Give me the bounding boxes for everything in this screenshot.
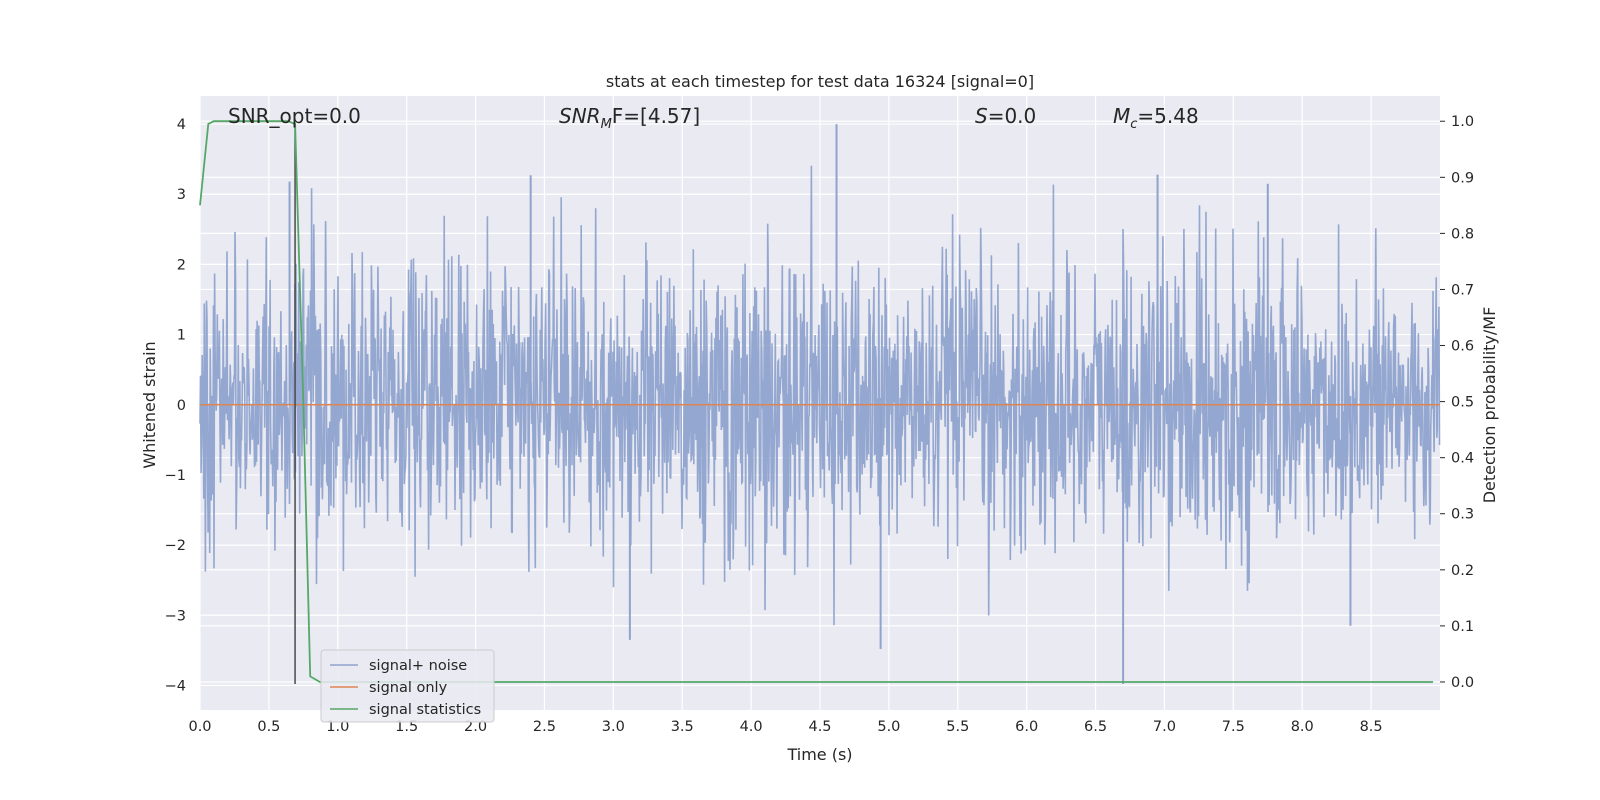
- mc-rest: =5.48: [1137, 104, 1198, 128]
- series-signal-statistics: [199, 120, 1434, 683]
- x-tick-label: 3.5: [671, 719, 694, 735]
- y-right-tick-label: 0.2: [1451, 563, 1474, 579]
- mc-base: M: [1113, 104, 1130, 128]
- y-tick-label: 0: [177, 398, 186, 414]
- x-tick-label: 1.0: [326, 719, 349, 735]
- legend-label-signal-statistics: signal statistics: [369, 702, 481, 718]
- y-right-tick-label: 0.5: [1451, 395, 1474, 411]
- x-tick-label: 8.0: [1291, 719, 1314, 735]
- series-signal-noise: [199, 165, 1441, 626]
- chart-title: stats at each timestep for test data 163…: [606, 72, 1034, 91]
- y-right-tick-label: 0.9: [1451, 170, 1474, 186]
- x-tick-label: 5.5: [946, 719, 969, 735]
- y-tick-label: −3: [165, 608, 186, 624]
- legend-label-signal-only: signal only: [369, 680, 448, 696]
- x-tick-label: 3.0: [602, 719, 625, 735]
- s-rest: =0.0: [988, 104, 1037, 128]
- legend-box: [320, 649, 495, 723]
- annotation-snr-opt: SNR_opt=0.0: [228, 104, 361, 128]
- y-tick-label: −4: [165, 678, 186, 694]
- snr-mf-base: SNR: [559, 104, 601, 128]
- data-layer: [199, 120, 1441, 685]
- x-tick-label: 0.0: [188, 719, 211, 735]
- y-right-tick-label: 0.1: [1451, 619, 1474, 635]
- x-tick-label: 0.5: [257, 719, 280, 735]
- x-tick-label: 6.0: [1015, 719, 1038, 735]
- y-right-tick-label: 0.7: [1451, 282, 1474, 298]
- y-right-tick-label: 0.0: [1451, 675, 1474, 691]
- legend-label-signal-noise: signal+ noise: [369, 658, 467, 674]
- x-axis-label: Time (s): [786, 745, 852, 764]
- x-tick-label: 6.5: [1084, 719, 1107, 735]
- y-tick-label: 1: [177, 328, 186, 344]
- y-tick-label: 4: [177, 117, 186, 133]
- y-axis-label: Whitened strain: [140, 341, 159, 468]
- y-right-tick-label: 0.6: [1451, 339, 1474, 355]
- s-symbol: S: [975, 104, 988, 128]
- y-right-tick-label: 0.4: [1451, 451, 1474, 467]
- y-tick-label: −1: [165, 468, 186, 484]
- x-tick-label: 1.5: [395, 719, 418, 735]
- snr-mf-rest: F=[4.57]: [612, 104, 700, 128]
- y-tick-label: 2: [177, 257, 186, 273]
- annotation-mc: Mc=5.48: [1113, 104, 1199, 132]
- x-tick-label: 7.5: [1222, 719, 1245, 735]
- annotation-s: S=0.0: [975, 104, 1036, 128]
- y-right-tick-label: 0.3: [1451, 507, 1474, 523]
- y-axis-right-label: Detection probability/MF: [1480, 307, 1499, 504]
- y-right-tick-label: 1.0: [1451, 114, 1474, 130]
- legend: signal+ noise signal only signal statist…: [320, 649, 495, 723]
- x-tick-label: 2.0: [464, 719, 487, 735]
- x-tick-label: 4.0: [740, 719, 763, 735]
- y-tick-label: −2: [165, 538, 186, 554]
- x-tick-label: 4.5: [808, 719, 831, 735]
- x-tick-label: 7.0: [1153, 719, 1176, 735]
- y-right-tick-label: 0.8: [1451, 226, 1474, 242]
- x-tick-label: 2.5: [533, 719, 556, 735]
- x-tick-label: 8.5: [1360, 719, 1383, 735]
- y-tick-label: 3: [177, 187, 186, 203]
- mc-sub: c: [1130, 117, 1137, 132]
- x-tick-label: 5.0: [877, 719, 900, 735]
- snr-mf-sub: M: [601, 117, 612, 132]
- ticks: 0.0 0.5 1.0 1.5 2.0 2.5 3.0 3.5 4.0 4.5 5.0 5.5 6.0 6…: [165, 114, 1474, 735]
- annotation-snr-mf: SNRMF=[4.57]: [559, 104, 700, 132]
